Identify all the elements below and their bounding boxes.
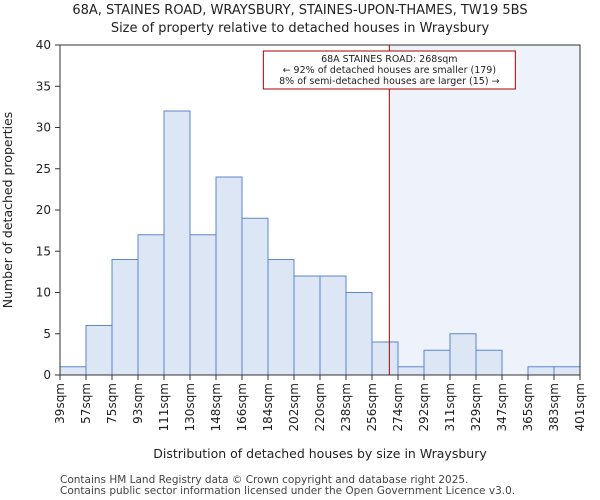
bar-130sqm (189, 234, 217, 376)
y-axis-ticks: 0 5 10 15 20 25 30 35 40 (36, 38, 60, 382)
bar-220sqm (319, 275, 347, 376)
x-tick-label: 220sqm (313, 383, 327, 431)
bar-166sqm (241, 217, 269, 376)
annotation-line-2: ← 92% of detached houses are smaller (17… (283, 65, 496, 76)
annotation-box (262, 50, 516, 90)
x-tick-label: 256sqm (365, 383, 379, 431)
bar-274sqm (397, 366, 425, 376)
y-tick-label: 30 (36, 121, 51, 135)
bar-365sqm (527, 366, 555, 376)
x-tick-label: 365sqm (521, 383, 535, 431)
x-tick-label: 347sqm (495, 383, 509, 431)
bar-148sqm (215, 176, 243, 376)
bar-383sqm (553, 366, 581, 376)
bar-238sqm (345, 292, 373, 376)
annotation-line-3: 8% of semi-detached houses are larger (1… (279, 76, 499, 87)
bar-329sqm (475, 349, 503, 376)
bar-111sqm (163, 110, 191, 376)
x-tick-label: 93sqm (131, 383, 145, 424)
x-axis-label: Distribution of detached houses by size … (153, 446, 487, 461)
plot-area: 0 5 10 15 20 25 30 35 40 39sqm 57sqm 75sqm 93sqm 111… (36, 38, 587, 431)
marker-annotation: 68A STAINES ROAD: 268sqm ← 92% of detach… (262, 50, 516, 90)
y-axis-label: Number of detached properties (0, 112, 15, 309)
y-tick-label: 5 (43, 327, 51, 341)
bar-202sqm (293, 275, 321, 376)
annotation-line-1: 68A STAINES ROAD: 268sqm (321, 54, 457, 65)
x-tick-label: 166sqm (235, 383, 249, 431)
x-tick-label: 184sqm (261, 383, 275, 431)
x-tick-label: 39sqm (53, 383, 67, 424)
chart-title: 68A, STAINES ROAD, WRAYSBURY, STAINES-UP… (72, 3, 527, 18)
x-tick-label: 274sqm (391, 383, 405, 431)
chart-subtitle: Size of property relative to detached ho… (111, 21, 490, 36)
bar-75sqm (111, 259, 139, 376)
footer-line-1: Contains HM Land Registry data © Crown c… (60, 474, 468, 486)
y-tick-label: 15 (36, 244, 51, 258)
x-tick-label: 401sqm (573, 383, 587, 431)
y-tick-label: 25 (36, 162, 51, 176)
y-tick-label: 35 (36, 79, 51, 93)
above-marker-shade (389, 45, 580, 375)
x-tick-label: 148sqm (209, 383, 223, 431)
bar-57sqm (85, 325, 113, 376)
footer-line-2: Contains public sector information licen… (60, 485, 515, 497)
bar-93sqm (137, 234, 165, 376)
x-tick-label: 329sqm (469, 383, 483, 431)
x-tick-label: 111sqm (157, 383, 171, 431)
y-tick-label: 0 (43, 368, 51, 382)
bar-292sqm (423, 349, 451, 376)
x-tick-label: 75sqm (105, 383, 119, 424)
bar-311sqm (449, 333, 477, 376)
x-tick-label: 202sqm (287, 383, 301, 431)
x-tick-label: 130sqm (183, 383, 197, 431)
x-tick-label: 383sqm (547, 383, 561, 431)
x-axis-ticks: 39sqm 57sqm 75sqm 93sqm 111sqm 130sqm 148sqm 16… (53, 375, 587, 431)
bars-group (59, 110, 581, 376)
bar-39sqm (59, 366, 87, 376)
x-tick-label: 311sqm (443, 383, 457, 431)
y-tick-label: 10 (36, 286, 51, 300)
bar-256sqm (371, 341, 399, 376)
x-tick-label: 292sqm (417, 383, 431, 431)
y-tick-label: 20 (36, 203, 51, 217)
x-tick-label: 238sqm (339, 383, 353, 431)
x-tick-label: 57sqm (79, 383, 93, 424)
y-tick-label: 40 (36, 38, 51, 52)
bar-184sqm (267, 259, 295, 376)
